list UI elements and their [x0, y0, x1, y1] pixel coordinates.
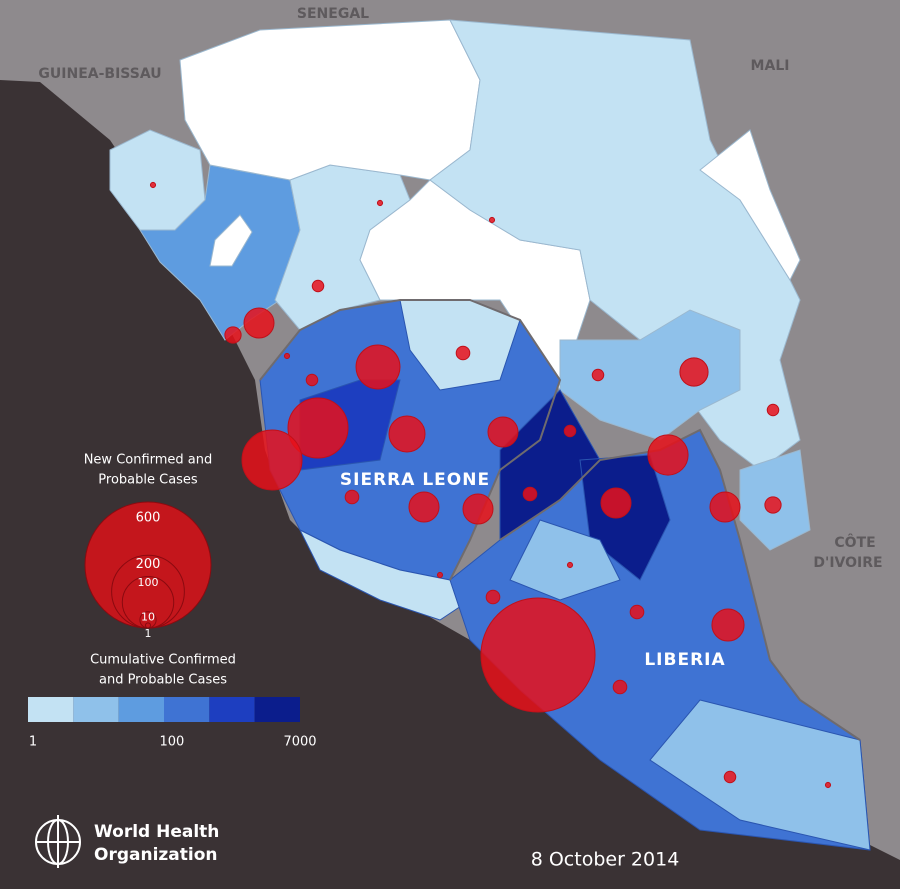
- who-logo: [35, 815, 81, 868]
- legend-title: New Confirmed and: [84, 453, 213, 468]
- legend-title: Cumulative Confirmed: [90, 653, 236, 668]
- bubble: [522, 486, 538, 502]
- country-label: GUINEA: [478, 252, 557, 272]
- country-label: GUINEA-BISSAU: [38, 66, 161, 82]
- region: [509, 519, 621, 601]
- legend-title: and Probable Cases: [99, 673, 227, 688]
- bubble: [305, 373, 319, 387]
- date: 8 October 2014: [531, 849, 680, 871]
- legend-swatch: [254, 697, 300, 722]
- legend-swatch: [164, 697, 210, 722]
- country-label: CÔTE: [834, 533, 875, 551]
- bubble: [566, 561, 574, 569]
- region: [179, 19, 481, 181]
- legend-circles: 600 200 100 10 1: [84, 501, 212, 640]
- legend-circle-label: 100: [138, 576, 159, 589]
- bubble: [764, 496, 782, 514]
- region: [209, 214, 253, 267]
- bubble: [629, 604, 645, 620]
- bubble: [355, 344, 401, 390]
- country-label: D'IVOIRE: [813, 555, 882, 571]
- legend-bins: 1 100 7000: [28, 697, 317, 750]
- bubble: [485, 589, 501, 605]
- region: [559, 309, 741, 441]
- bubble: [711, 608, 745, 642]
- bubble: [376, 199, 384, 207]
- bubble: [563, 424, 577, 438]
- bubble: [455, 345, 471, 361]
- legend-swatch: [118, 697, 164, 722]
- region: [699, 129, 801, 282]
- bubble: [287, 397, 349, 459]
- bubble: [283, 352, 291, 360]
- bubble: [591, 368, 605, 382]
- bubbles: [149, 181, 832, 789]
- country-label: MALI: [751, 58, 790, 74]
- bubble: [709, 491, 741, 523]
- bubble: [612, 679, 628, 695]
- bubble: [462, 493, 494, 525]
- border: [259, 299, 562, 581]
- legend-circle-label: 10: [141, 611, 155, 624]
- bubble: [723, 770, 737, 784]
- legend-circle: [144, 622, 152, 629]
- liberia-regions: [449, 429, 871, 851]
- region: [649, 699, 871, 851]
- bubble: [149, 181, 157, 189]
- bubble: [344, 489, 360, 505]
- ocean: [0, 80, 900, 889]
- organization: World Health: [94, 822, 219, 842]
- bubble: [766, 403, 780, 417]
- legend-circle-label: 200: [136, 557, 161, 572]
- legend-circle-label: 1: [145, 627, 152, 640]
- legend-bin-label: 7000: [283, 735, 316, 750]
- bubble: [679, 357, 709, 387]
- legend-circle-label: 600: [136, 510, 161, 525]
- bubble: [600, 487, 632, 519]
- bubble: [436, 571, 444, 579]
- country-label: SIERRA LEONE: [340, 470, 490, 490]
- bubble: [824, 781, 832, 789]
- guinea-regions: [109, 19, 811, 551]
- country-label: LIBERIA: [644, 650, 725, 670]
- bubble: [488, 216, 496, 224]
- bubble: [243, 307, 275, 339]
- legend-bin-label: 100: [159, 735, 184, 750]
- legend-bin-label: 1: [29, 735, 37, 750]
- bubble: [241, 429, 303, 491]
- bubble: [487, 416, 519, 448]
- legend-swatch: [73, 697, 119, 722]
- legend-title: Probable Cases: [98, 473, 198, 488]
- organization: Organization: [94, 845, 218, 865]
- bubble: [388, 415, 426, 453]
- bubble: [224, 326, 242, 344]
- legend-swatch: [28, 697, 74, 722]
- country-label: SENEGAL: [297, 6, 369, 22]
- bubble: [311, 279, 325, 293]
- legend-swatch: [209, 697, 255, 722]
- bubble: [647, 434, 689, 476]
- bubble: [480, 597, 596, 713]
- bubble: [408, 491, 440, 523]
- border: [499, 428, 861, 741]
